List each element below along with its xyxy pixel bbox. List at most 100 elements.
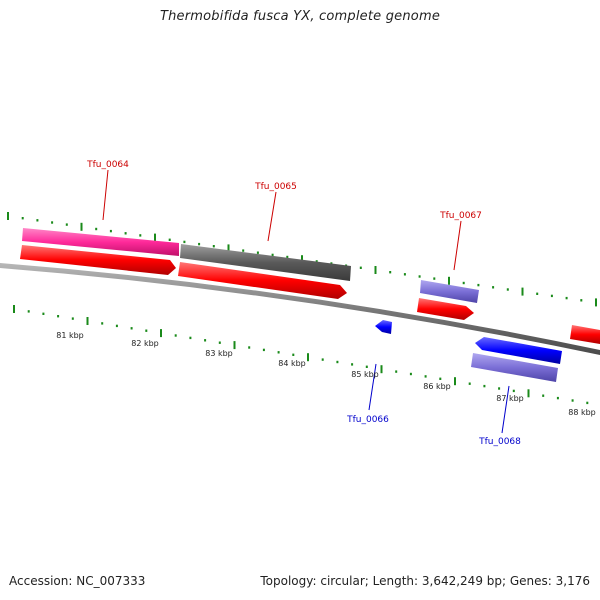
- scale-label-84kbp: 84 kbp: [278, 359, 306, 368]
- outer-minor-tick: [95, 227, 98, 231]
- outer-minor-tick: [198, 242, 201, 246]
- outer-major-tick: [301, 255, 303, 264]
- outer-major-tick: [521, 287, 524, 296]
- gene-label-tfu-0064[interactable]: Tfu_0064: [86, 160, 129, 170]
- outer-tick-track: [7, 212, 597, 307]
- outer-minor-tick: [433, 277, 436, 280]
- scale-label-85kbp: 85 kbp: [351, 370, 379, 379]
- scale-label-81kbp: 81 kbp: [56, 331, 84, 340]
- outer-minor-tick: [256, 251, 259, 254]
- outer-minor-tick: [580, 299, 583, 302]
- inner-minor-tick: [424, 375, 427, 378]
- inner-minor-tick: [218, 341, 221, 344]
- scale-label-82kbp: 82 kbp: [131, 339, 159, 348]
- outer-minor-tick: [359, 266, 362, 269]
- cds-arrow-edge[interactable]: [570, 325, 600, 344]
- cds-arrow-tfu-0065[interactable]: [178, 262, 347, 299]
- inner-minor-tick: [556, 396, 559, 400]
- outer-minor-tick: [565, 296, 568, 300]
- leader-tfu-0068: [501, 385, 510, 434]
- outer-minor-tick: [21, 217, 24, 220]
- inner-minor-tick: [395, 370, 398, 373]
- inner-major-tick: [527, 389, 530, 398]
- outer-minor-tick: [124, 232, 127, 235]
- outer-major-tick: [448, 276, 450, 285]
- cds-arrow-tfu-0068[interactable]: [475, 337, 562, 364]
- leader-tfu-0067: [453, 220, 462, 271]
- inner-minor-tick: [586, 401, 589, 405]
- genome-backbone: [0, 263, 600, 355]
- gray-feature-tfu-0065[interactable]: [180, 244, 351, 281]
- inner-minor-tick: [468, 382, 471, 385]
- inner-major-tick: [380, 365, 383, 374]
- outer-minor-tick: [389, 271, 392, 274]
- accession-text: Accession: NC_007333: [9, 574, 146, 588]
- inner-minor-tick: [498, 387, 501, 390]
- gene-label-tfu-0065[interactable]: Tfu_0065: [254, 182, 297, 192]
- inner-minor-tick: [542, 394, 545, 397]
- purple-feature-tfu-0067[interactable]: [420, 280, 479, 303]
- outer-minor-tick: [492, 286, 495, 289]
- outer-major-tick: [154, 233, 156, 242]
- outer-minor-tick: [418, 275, 421, 278]
- outer-minor-tick: [212, 245, 215, 248]
- inner-minor-tick: [262, 348, 265, 352]
- outer-major-tick: [595, 298, 597, 307]
- gene-label-tfu-0067[interactable]: Tfu_0067: [439, 211, 482, 221]
- cds-arrow-tfu-0066[interactable]: [375, 320, 392, 334]
- outer-minor-tick: [403, 273, 406, 276]
- inner-minor-tick: [483, 384, 486, 388]
- outer-minor-tick: [168, 238, 171, 241]
- inner-tick-track: [13, 305, 589, 405]
- inner-minor-tick: [71, 317, 74, 320]
- inner-major-tick: [233, 341, 236, 350]
- inner-major-tick: [13, 305, 15, 313]
- map-title: Thermobifida fusca YX, complete genome: [159, 9, 441, 24]
- inner-minor-tick: [57, 315, 60, 318]
- inner-minor-tick: [248, 346, 251, 349]
- inner-major-tick: [86, 317, 89, 325]
- cds-arrow-tfu-0064[interactable]: [20, 245, 176, 275]
- outer-minor-tick: [109, 229, 112, 233]
- scale-label-86kbp: 86 kbp: [423, 382, 451, 391]
- pink-feature-tfu-0064[interactable]: [22, 228, 179, 256]
- outer-minor-tick: [462, 281, 465, 285]
- outer-minor-tick: [286, 255, 289, 259]
- outer-minor-tick: [271, 253, 274, 257]
- leader-tfu-0065: [267, 191, 277, 242]
- inner-minor-tick: [101, 322, 104, 325]
- inner-minor-tick: [174, 334, 177, 337]
- outer-minor-tick: [139, 234, 142, 237]
- purple-feature-tfu-0068[interactable]: [471, 353, 558, 382]
- inner-minor-tick: [439, 377, 442, 380]
- inner-minor-tick: [351, 363, 354, 366]
- inner-minor-tick: [115, 324, 118, 328]
- inner-major-tick: [160, 329, 162, 338]
- inner-minor-tick: [130, 327, 133, 330]
- outer-major-tick: [227, 244, 230, 253]
- inner-major-tick: [307, 353, 309, 362]
- scale-label-88kbp: 88 kbp: [568, 408, 596, 417]
- inner-minor-tick: [277, 351, 280, 354]
- outer-minor-tick: [242, 249, 245, 252]
- outer-minor-tick: [536, 292, 539, 295]
- outer-minor-tick: [506, 288, 509, 291]
- scale-label-83kbp: 83 kbp: [205, 349, 233, 358]
- inner-major-tick: [454, 377, 456, 386]
- outer-minor-tick: [51, 221, 54, 224]
- inner-minor-tick: [365, 365, 368, 368]
- gene-label-tfu-0066[interactable]: Tfu_0066: [346, 415, 389, 425]
- outer-minor-tick: [65, 223, 68, 226]
- outer-major-tick: [374, 266, 377, 274]
- inner-minor-tick: [27, 310, 30, 313]
- inner-minor-tick: [512, 389, 515, 393]
- inner-minor-tick: [145, 329, 148, 332]
- leader-tfu-0064: [102, 169, 109, 221]
- outer-major-tick: [7, 212, 9, 220]
- cds-arrow-tfu-0067[interactable]: [417, 298, 474, 320]
- inner-minor-tick: [336, 360, 339, 364]
- scale-label-87kbp: 87 kbp: [496, 394, 524, 403]
- gene-label-tfu-0068[interactable]: Tfu_0068: [478, 437, 521, 447]
- outer-minor-tick: [183, 240, 186, 244]
